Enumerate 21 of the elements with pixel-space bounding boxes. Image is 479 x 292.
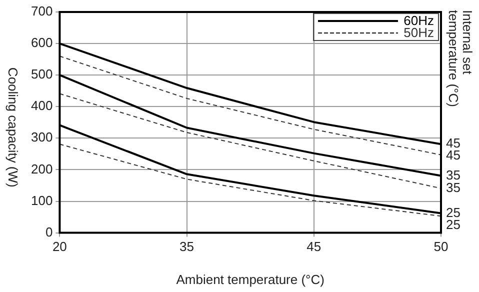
line-series <box>59 144 442 217</box>
y-tick-label: 100 <box>30 192 53 208</box>
x-tick-label: 20 <box>52 239 67 254</box>
y2-axis-title: Internal set temperature (°C) <box>446 10 475 109</box>
y-tick-label: 200 <box>30 161 53 176</box>
y-tick-label: 500 <box>30 66 53 82</box>
line-series <box>59 56 442 156</box>
text: 60Hz <box>404 13 434 28</box>
annotation: 35 <box>446 167 460 182</box>
x-axis-title: Ambient temperature (°C) <box>176 272 324 287</box>
annotation: 35 <box>446 180 460 195</box>
y-tick-label: 0 <box>45 224 53 240</box>
x-tick-label: 35 <box>180 239 194 254</box>
x-tick-label: 45 <box>306 239 322 254</box>
text: 50Hz <box>404 25 434 40</box>
y-tick-label: 700 <box>30 4 53 19</box>
y-tick-label: 600 <box>30 35 53 50</box>
y-axis-title: Cooling capacity (W) <box>5 67 20 188</box>
y-tick-label: 300 <box>30 130 53 145</box>
x-tick-label: 50 <box>434 239 448 254</box>
y-tick-label: 400 <box>30 98 53 114</box>
